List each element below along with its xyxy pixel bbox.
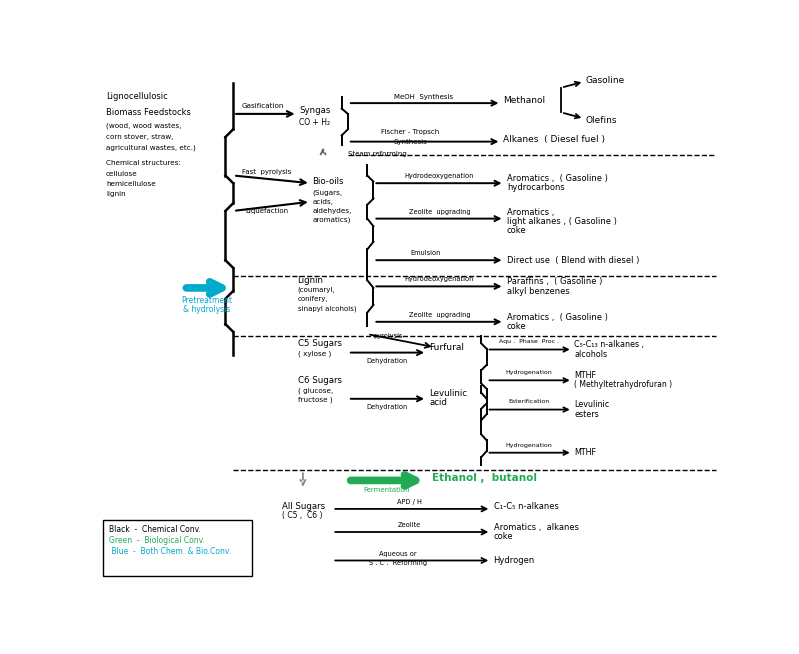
- Text: MeOH  Synthesis: MeOH Synthesis: [394, 94, 453, 100]
- Text: lignin: lignin: [106, 191, 125, 197]
- Text: Biomass Feedstocks: Biomass Feedstocks: [106, 108, 191, 117]
- Text: (Sugars,: (Sugars,: [312, 189, 342, 196]
- Text: Methanol: Methanol: [503, 96, 545, 105]
- Text: & hydrolysis: & hydrolysis: [183, 305, 231, 314]
- Text: Aromatics ,  alkanes: Aromatics , alkanes: [494, 523, 578, 532]
- Text: C6 Sugars: C6 Sugars: [297, 376, 341, 385]
- Text: Direct use  ( Blend with diesel ): Direct use ( Blend with diesel ): [507, 256, 639, 265]
- Text: Blue  -  Both Chem. & Bio.Conv.: Blue - Both Chem. & Bio.Conv.: [109, 547, 231, 556]
- Text: Dehydration: Dehydration: [366, 358, 407, 364]
- Text: C₅-C₁₃ n-alkanes ,: C₅-C₁₃ n-alkanes ,: [574, 340, 644, 349]
- Text: Levulinic: Levulinic: [429, 389, 467, 398]
- Text: ( C5 ,  C6 ): ( C5 , C6 ): [282, 511, 323, 521]
- Text: MTHF: MTHF: [574, 448, 596, 457]
- Text: Hydrogenation: Hydrogenation: [506, 443, 553, 447]
- Text: Aqu .  Phase  Proc .: Aqu . Phase Proc .: [499, 339, 559, 344]
- Text: Esterification: Esterification: [509, 400, 550, 404]
- Text: Zeolite  upgrading: Zeolite upgrading: [408, 209, 470, 215]
- Text: Dehydration: Dehydration: [366, 404, 407, 410]
- Text: light alkanes , ( Gasoline ): light alkanes , ( Gasoline ): [507, 217, 617, 226]
- Text: acids,: acids,: [312, 199, 333, 205]
- Text: Green  -  Biological Conv.: Green - Biological Conv.: [109, 536, 205, 545]
- Text: Emulsion: Emulsion: [410, 250, 440, 256]
- Text: Levulinic: Levulinic: [574, 400, 610, 409]
- Text: (coumaryl,: (coumaryl,: [297, 287, 335, 294]
- Text: alkyl benzenes: alkyl benzenes: [507, 286, 570, 296]
- Text: Hydrodeoxygenation: Hydrodeoxygenation: [404, 277, 474, 283]
- Text: coke: coke: [507, 322, 527, 331]
- Text: Pretreatment: Pretreatment: [181, 296, 233, 305]
- Text: Lignocellulosic: Lignocellulosic: [106, 92, 168, 101]
- Text: Liquefaction: Liquefaction: [245, 208, 288, 214]
- Text: Hydrogen: Hydrogen: [494, 556, 535, 565]
- Text: MTHF: MTHF: [574, 371, 596, 380]
- Text: esters: esters: [574, 409, 599, 419]
- Text: Hydrodeoxygenation: Hydrodeoxygenation: [404, 173, 474, 179]
- Text: coke: coke: [507, 226, 527, 235]
- Text: C5 Sugars: C5 Sugars: [297, 339, 341, 348]
- Text: Black  -  Chemical Conv.: Black - Chemical Conv.: [109, 525, 201, 534]
- Text: ( xylose ): ( xylose ): [297, 350, 331, 356]
- Text: ( Methyltetrahydrofuran ): ( Methyltetrahydrofuran ): [574, 381, 672, 389]
- Text: APD / H: APD / H: [397, 499, 423, 505]
- Text: (wood, wood wastes,: (wood, wood wastes,: [106, 123, 181, 129]
- Text: Zeolite  upgrading: Zeolite upgrading: [408, 312, 470, 318]
- Text: Furfural: Furfural: [429, 343, 464, 352]
- Text: conifery,: conifery,: [297, 296, 328, 302]
- Text: acid: acid: [429, 398, 447, 407]
- Text: Ethanol ,  butanol: Ethanol , butanol: [431, 473, 537, 483]
- Text: Aromatics ,  ( Gasoline ): Aromatics , ( Gasoline ): [507, 174, 607, 183]
- Text: Syngas: Syngas: [299, 107, 331, 115]
- Text: alcohols: alcohols: [574, 350, 607, 358]
- Text: Lignin: Lignin: [297, 276, 324, 284]
- Text: All Sugars: All Sugars: [282, 502, 325, 511]
- FancyBboxPatch shape: [103, 521, 252, 576]
- Text: hydrocarbons: hydrocarbons: [507, 183, 565, 192]
- Text: Chemical structures:: Chemical structures:: [106, 160, 181, 166]
- Text: Gasification: Gasification: [241, 103, 284, 109]
- Text: Fast  pyrolysis: Fast pyrolysis: [242, 169, 291, 175]
- Text: Fermentation: Fermentation: [364, 487, 410, 492]
- Text: agricultural wastes, etc.): agricultural wastes, etc.): [106, 145, 196, 151]
- Text: Synthesis: Synthesis: [393, 139, 427, 145]
- Text: fructose ): fructose ): [297, 396, 332, 403]
- Text: hemicellulose: hemicellulose: [106, 181, 156, 187]
- Text: S . C .  Reforming: S . C . Reforming: [369, 560, 427, 566]
- Text: ( glucose,: ( glucose,: [297, 387, 332, 394]
- Text: Olefins: Olefins: [586, 116, 618, 124]
- Text: Gasoline: Gasoline: [586, 75, 625, 84]
- Text: Hydrogenation: Hydrogenation: [506, 370, 553, 375]
- Text: cellulose: cellulose: [106, 171, 137, 177]
- Text: Fischer - Tropsch: Fischer - Tropsch: [381, 129, 439, 135]
- Text: Paraffins ,  ( Gasoline ): Paraffins , ( Gasoline ): [507, 277, 602, 286]
- Text: Bio-oils: Bio-oils: [312, 177, 344, 186]
- Text: aldehydes,: aldehydes,: [312, 208, 352, 214]
- Text: CO + H₂: CO + H₂: [299, 118, 330, 127]
- Text: Aqueous or: Aqueous or: [380, 551, 417, 557]
- Text: C₁-C₅ n-alkanes: C₁-C₅ n-alkanes: [494, 502, 559, 511]
- Text: corn stover, straw,: corn stover, straw,: [106, 134, 173, 140]
- Text: coke: coke: [494, 532, 513, 541]
- Text: Aromatics ,: Aromatics ,: [507, 208, 555, 217]
- Text: pyrolysis: pyrolysis: [373, 333, 403, 339]
- Text: Alkanes  ( Diesel fuel ): Alkanes ( Diesel fuel ): [503, 135, 605, 144]
- Text: Steam reforming: Steam reforming: [348, 151, 407, 157]
- Text: Aromatics ,  ( Gasoline ): Aromatics , ( Gasoline ): [507, 313, 607, 322]
- Text: aromatics): aromatics): [312, 217, 351, 224]
- Text: sinapyl alcohols): sinapyl alcohols): [297, 305, 356, 312]
- Text: Zeolite: Zeolite: [398, 522, 422, 528]
